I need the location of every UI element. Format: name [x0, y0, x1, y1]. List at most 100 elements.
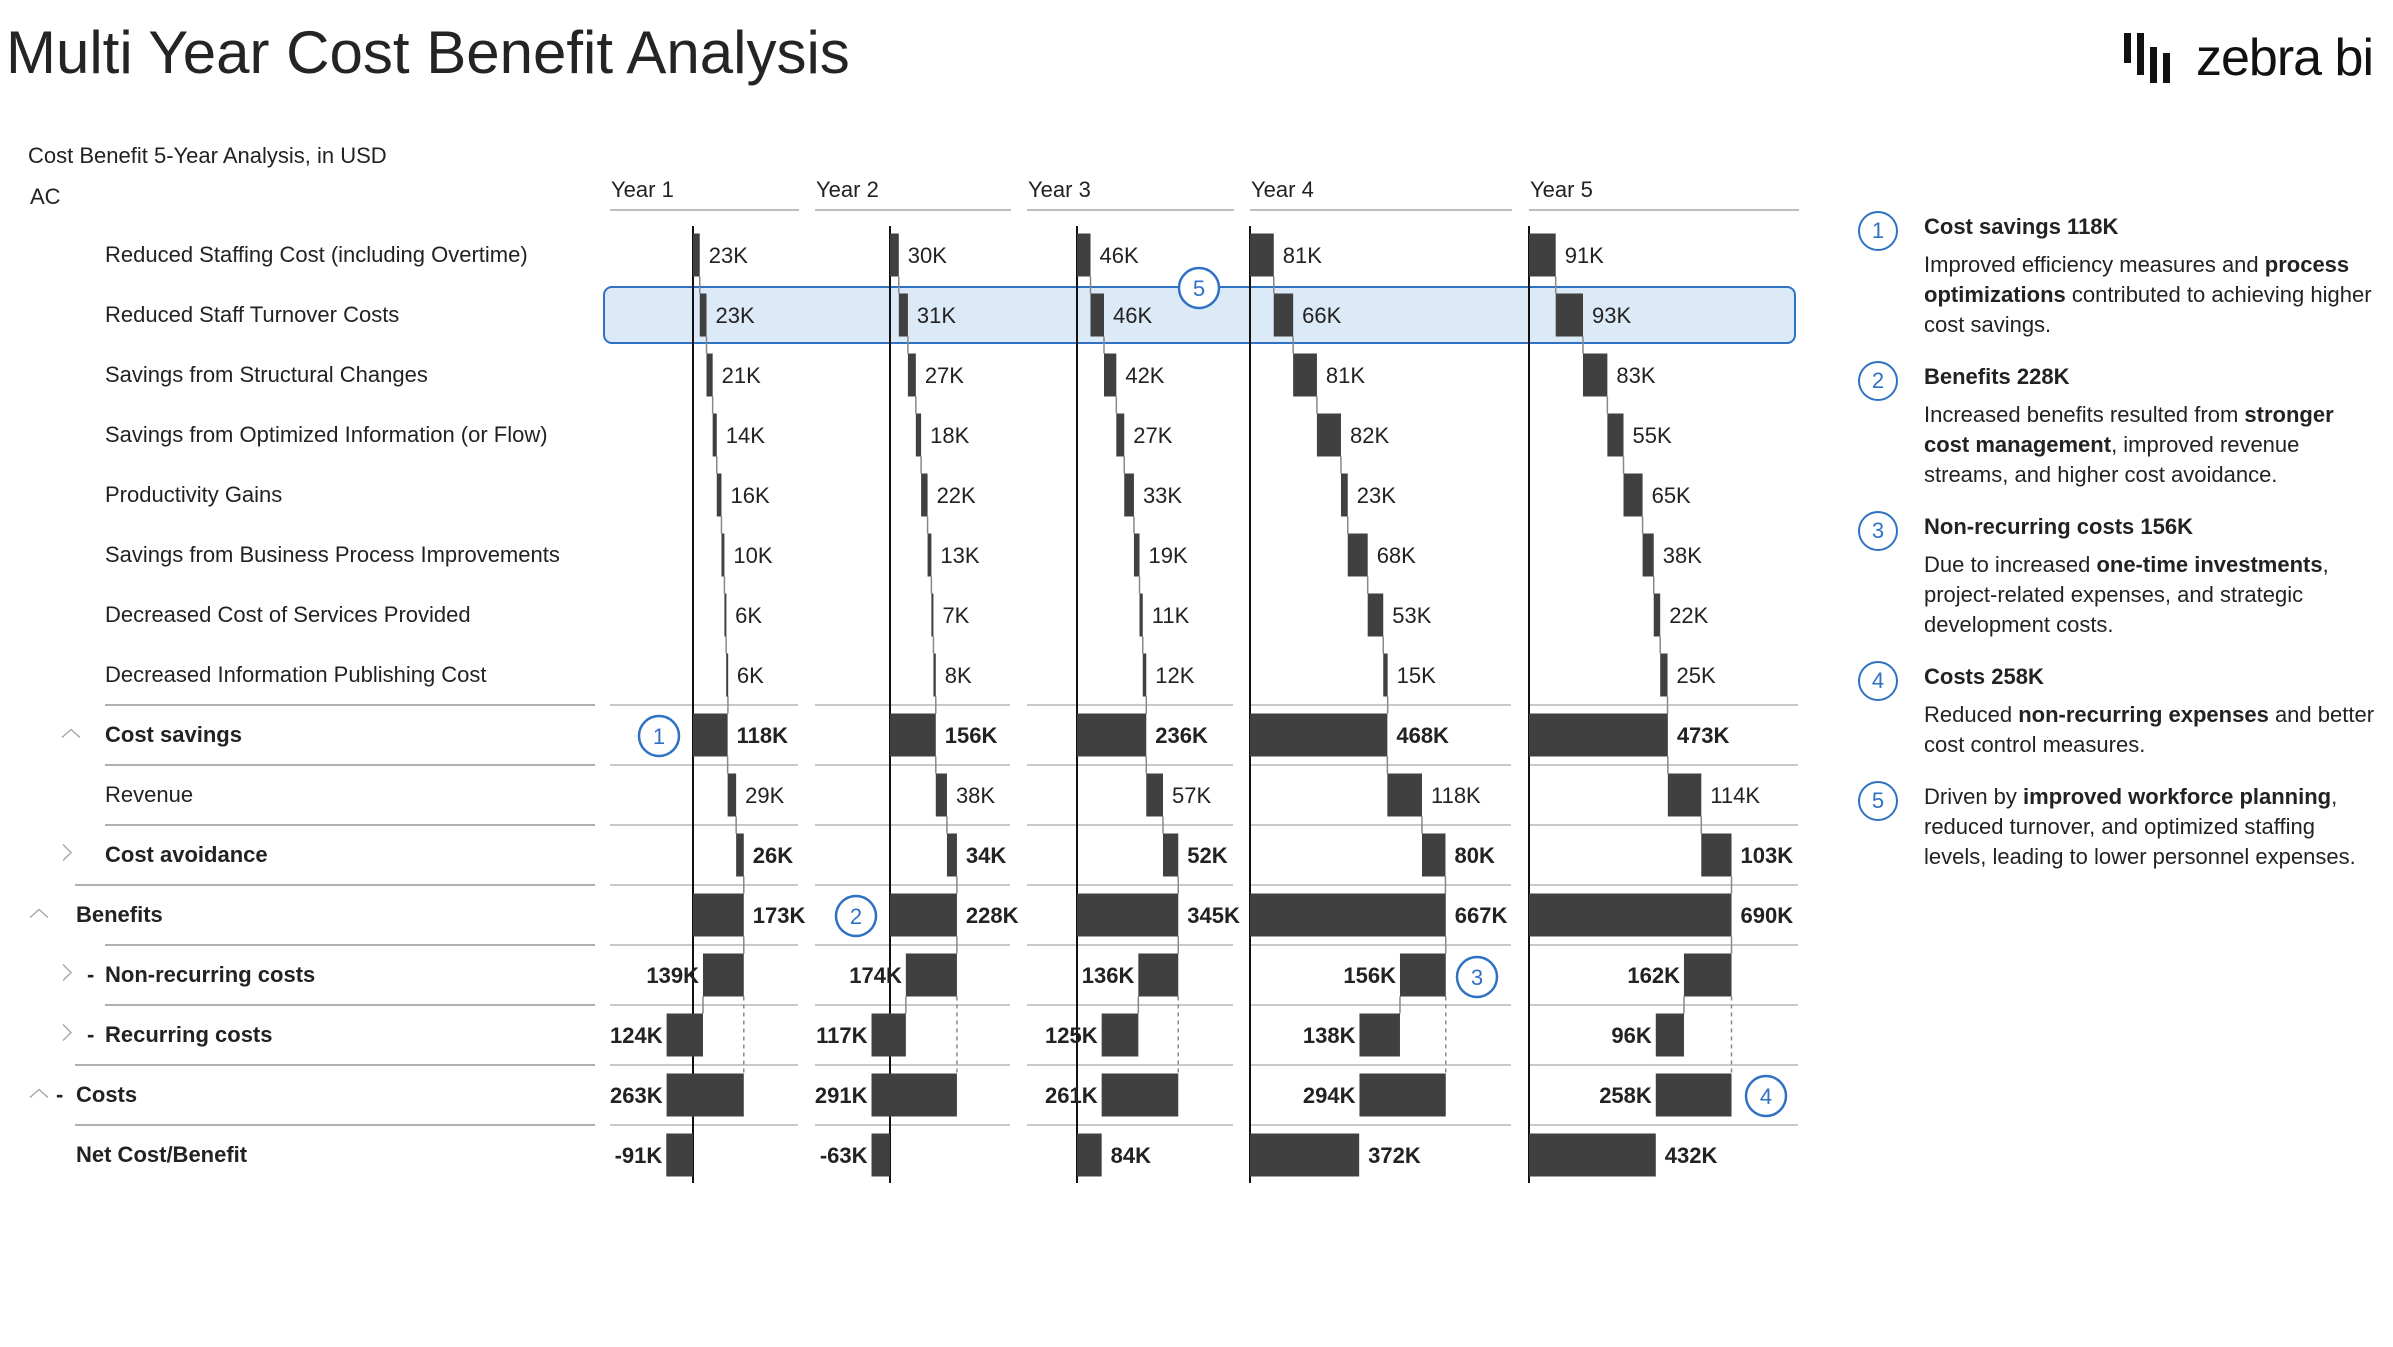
bar[interactable]: [1101, 1073, 1179, 1117]
bar[interactable]: [693, 713, 728, 757]
bar[interactable]: [693, 893, 744, 937]
bar[interactable]: [1250, 893, 1446, 937]
note-number-icon: 1: [1858, 211, 1898, 251]
row-prefix: -: [56, 1082, 64, 1107]
data-label: 55K: [1633, 423, 1672, 448]
bar[interactable]: [1250, 1133, 1360, 1177]
bar[interactable]: [1701, 833, 1732, 877]
bar[interactable]: [1655, 1073, 1732, 1117]
bar[interactable]: [1421, 833, 1446, 877]
bar[interactable]: [915, 413, 922, 457]
bar[interactable]: [727, 773, 737, 817]
bar[interactable]: [1142, 653, 1147, 697]
bar[interactable]: [1347, 533, 1368, 577]
bar[interactable]: [1250, 233, 1274, 277]
bar[interactable]: [1583, 353, 1608, 397]
annotation-marker[interactable]: [834, 894, 878, 938]
note-text: , project-related expenses, and strategi…: [1924, 552, 2329, 637]
bar[interactable]: [1340, 473, 1348, 517]
chevron-up-icon[interactable]: [28, 1086, 50, 1105]
data-label: 473K: [1677, 723, 1730, 748]
bar[interactable]: [1077, 893, 1179, 937]
bar[interactable]: [907, 353, 916, 397]
bar[interactable]: [890, 233, 899, 277]
bar[interactable]: [1607, 413, 1624, 457]
bar[interactable]: [898, 293, 908, 337]
bar[interactable]: [666, 1073, 744, 1117]
bar[interactable]: [1667, 773, 1702, 817]
bar[interactable]: [1077, 713, 1147, 757]
bar[interactable]: [1101, 1013, 1139, 1057]
bar[interactable]: [1399, 953, 1446, 997]
bar[interactable]: [1116, 413, 1125, 457]
bar[interactable]: [1077, 233, 1091, 277]
bar[interactable]: [712, 413, 717, 457]
note-text: , improved revenue streams, and higher c…: [1924, 432, 2300, 487]
bar[interactable]: [666, 1133, 693, 1177]
bar[interactable]: [702, 953, 744, 997]
bar[interactable]: [1359, 1073, 1446, 1117]
bar[interactable]: [721, 533, 725, 577]
bar[interactable]: [921, 473, 928, 517]
bar[interactable]: [1293, 353, 1317, 397]
bar[interactable]: [724, 593, 727, 637]
bar[interactable]: [1104, 353, 1117, 397]
bar[interactable]: [1655, 1013, 1684, 1057]
bar[interactable]: [1359, 1013, 1400, 1057]
annotation-marker[interactable]: [1455, 955, 1499, 999]
bar[interactable]: [1387, 773, 1422, 817]
bar[interactable]: [1250, 713, 1388, 757]
bar[interactable]: [935, 773, 947, 817]
bar[interactable]: [931, 593, 934, 637]
bar[interactable]: [890, 713, 936, 757]
bar[interactable]: [933, 653, 936, 697]
bar[interactable]: [666, 1013, 703, 1057]
bar[interactable]: [706, 353, 713, 397]
row-prefix: -: [87, 1022, 95, 1047]
chevron-up-icon[interactable]: [28, 906, 50, 925]
chevron-right-icon[interactable]: [60, 842, 74, 869]
bar[interactable]: [1162, 833, 1179, 877]
bar[interactable]: [699, 293, 707, 337]
chevron-right-icon[interactable]: [60, 962, 74, 989]
bar[interactable]: [736, 833, 744, 877]
bar[interactable]: [1529, 1133, 1656, 1177]
bar[interactable]: [1146, 773, 1163, 817]
bar[interactable]: [905, 953, 957, 997]
bar[interactable]: [1529, 893, 1732, 937]
bar[interactable]: [890, 893, 957, 937]
bar[interactable]: [1367, 593, 1384, 637]
bar[interactable]: [1138, 953, 1179, 997]
bar[interactable]: [871, 1133, 890, 1177]
data-label: 103K: [1741, 843, 1794, 868]
bar[interactable]: [871, 1013, 906, 1057]
bar[interactable]: [1529, 713, 1668, 757]
bar[interactable]: [693, 233, 700, 277]
bar[interactable]: [1529, 233, 1556, 277]
bar[interactable]: [1273, 293, 1294, 337]
chevron-right-icon[interactable]: [60, 1022, 74, 1049]
bar[interactable]: [1316, 413, 1341, 457]
bar[interactable]: [871, 1073, 957, 1117]
bar[interactable]: [726, 653, 729, 697]
bar[interactable]: [1623, 473, 1643, 517]
bar[interactable]: [1124, 473, 1134, 517]
annotation-marker[interactable]: [637, 714, 681, 758]
bar[interactable]: [1383, 653, 1388, 697]
bar[interactable]: [1133, 533, 1140, 577]
bar[interactable]: [1139, 593, 1143, 637]
bar[interactable]: [1555, 293, 1584, 337]
bar[interactable]: [1090, 293, 1105, 337]
bar[interactable]: [1077, 1133, 1102, 1177]
bar[interactable]: [716, 473, 722, 517]
annotation-marker[interactable]: [1177, 266, 1221, 310]
row-label: Benefits: [76, 902, 163, 927]
bar[interactable]: [946, 833, 957, 877]
bar[interactable]: [1660, 653, 1668, 697]
bar[interactable]: [1653, 593, 1661, 637]
chevron-up-icon[interactable]: [60, 726, 82, 745]
bar[interactable]: [1642, 533, 1654, 577]
bar[interactable]: [1683, 953, 1732, 997]
bar[interactable]: [927, 533, 932, 577]
annotation-marker[interactable]: [1744, 1074, 1788, 1118]
